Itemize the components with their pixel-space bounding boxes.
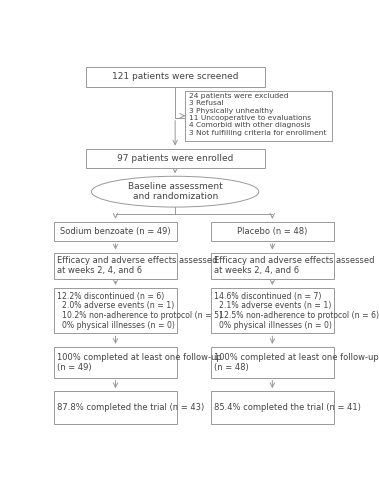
Text: 12.2% discontinued (n = 6): 12.2% discontinued (n = 6) <box>57 292 164 300</box>
Text: Efficacy and adverse effects assessed
at weeks 2, 4, and 6: Efficacy and adverse effects assessed at… <box>214 256 375 276</box>
Text: 12.5% non-adherence to protocol (n = 6): 12.5% non-adherence to protocol (n = 6) <box>214 311 379 320</box>
Ellipse shape <box>91 176 259 207</box>
Text: Efficacy and adverse effects assessed
at weeks 2, 4, and 6: Efficacy and adverse effects assessed at… <box>57 256 218 276</box>
Text: 97 patients were enrolled: 97 patients were enrolled <box>117 154 233 162</box>
Text: 24 patients were excluded: 24 patients were excluded <box>189 93 288 99</box>
FancyBboxPatch shape <box>54 252 177 278</box>
Text: 11 Uncooperative to evaluations: 11 Uncooperative to evaluations <box>189 115 311 121</box>
Text: 0% physical illnesses (n = 0): 0% physical illnesses (n = 0) <box>214 320 332 330</box>
Text: 3 Physically unhealthy: 3 Physically unhealthy <box>189 108 274 114</box>
Text: 121 patients were screened: 121 patients were screened <box>112 72 238 82</box>
Text: Sodium benzoate (n = 49): Sodium benzoate (n = 49) <box>60 227 171 236</box>
Text: 0% physical illnesses (n = 0): 0% physical illnesses (n = 0) <box>57 320 175 330</box>
FancyBboxPatch shape <box>211 391 334 424</box>
FancyBboxPatch shape <box>211 222 334 241</box>
Text: 2.0% adverse events (n = 1): 2.0% adverse events (n = 1) <box>57 302 175 310</box>
Text: 85.4% completed the trial (n = 41): 85.4% completed the trial (n = 41) <box>214 403 361 412</box>
Text: 2.1% adverse events (n = 1): 2.1% adverse events (n = 1) <box>214 302 332 310</box>
FancyBboxPatch shape <box>86 148 265 168</box>
Text: 100% completed at least one follow-up
(n = 48): 100% completed at least one follow-up (n… <box>214 352 379 372</box>
Text: 14.6% discontinued (n = 7): 14.6% discontinued (n = 7) <box>214 292 322 300</box>
Text: 3 Refusal: 3 Refusal <box>189 100 224 106</box>
Text: Baseline assessment
and randomization: Baseline assessment and randomization <box>128 182 222 202</box>
FancyBboxPatch shape <box>185 91 332 141</box>
Text: 4 Comorbid with other diagnosis: 4 Comorbid with other diagnosis <box>189 122 310 128</box>
FancyBboxPatch shape <box>86 67 265 87</box>
FancyBboxPatch shape <box>211 252 334 278</box>
FancyBboxPatch shape <box>54 347 177 378</box>
FancyBboxPatch shape <box>54 288 177 334</box>
Text: 3 Not fulfilling criteria for enrollment: 3 Not fulfilling criteria for enrollment <box>189 130 326 136</box>
FancyBboxPatch shape <box>211 288 334 334</box>
Text: 100% completed at least one follow-up
(n = 49): 100% completed at least one follow-up (n… <box>57 352 222 372</box>
Text: Placebo (n = 48): Placebo (n = 48) <box>237 227 307 236</box>
FancyBboxPatch shape <box>211 347 334 378</box>
FancyBboxPatch shape <box>54 391 177 424</box>
FancyBboxPatch shape <box>54 222 177 241</box>
Text: 87.8% completed the trial (n = 43): 87.8% completed the trial (n = 43) <box>57 403 205 412</box>
Text: 10.2% non-adherence to protocol (n = 5): 10.2% non-adherence to protocol (n = 5) <box>57 311 222 320</box>
